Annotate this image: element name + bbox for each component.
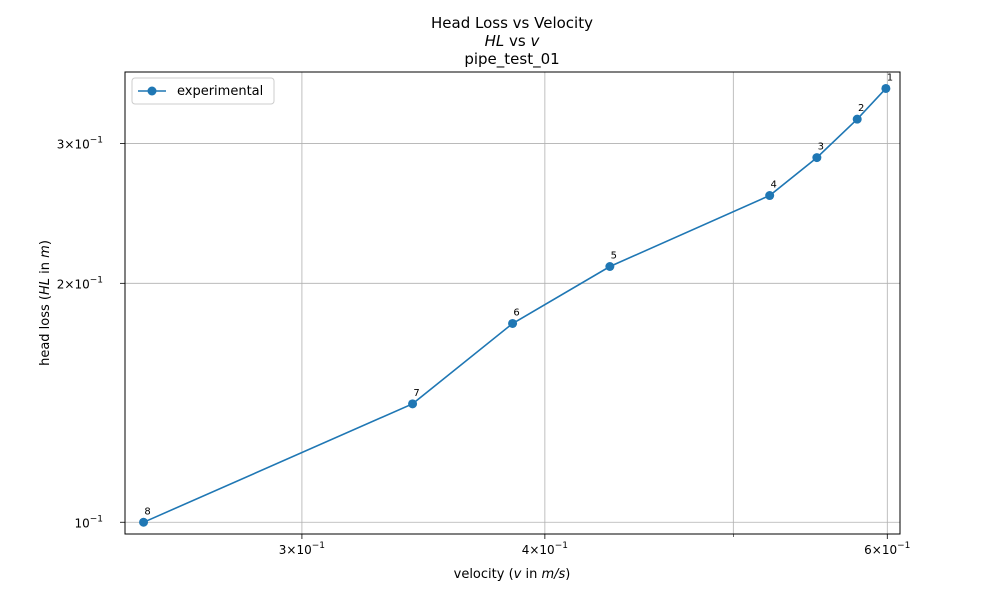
point-label: 7 — [413, 388, 419, 399]
y-tick-label: 2×10−1 — [57, 275, 103, 291]
x-axis-label-part: in — [521, 567, 541, 582]
legend-label: experimental — [177, 84, 263, 99]
y-axis-label: head loss (HL in m) — [38, 240, 53, 366]
point-label: 3 — [818, 142, 824, 153]
chart-subtitle: HL vs v — [485, 32, 541, 50]
x-tick-label-base: 4×10 — [522, 543, 555, 557]
data-point — [408, 399, 418, 409]
data-point — [605, 261, 615, 271]
x-tick-label-base: 3×10 — [279, 543, 312, 557]
x-axis-label-part: m/s — [541, 567, 565, 582]
y-axis-label-part: head loss ( — [38, 295, 53, 366]
legend-marker-swatch — [147, 86, 157, 96]
x-axis-label: velocity (v in m/s) — [454, 567, 571, 582]
legend-box — [131, 77, 275, 105]
x-tick-label-exponent: −1 — [897, 541, 910, 551]
y-tick-label-base: 2×10 — [57, 277, 90, 291]
series-line — [143, 87, 887, 524]
x-axis-label-part: velocity ( — [454, 567, 514, 582]
legend: experimental — [131, 77, 275, 105]
x-tick-label-base: 6×10 — [864, 543, 897, 557]
y-axis-label-part: HL — [38, 278, 53, 295]
y-tick-label-exponent: −1 — [90, 275, 103, 285]
x-tick-label: 3×10−1 — [279, 541, 325, 557]
data-point — [852, 114, 862, 124]
point-label: 2 — [858, 103, 864, 114]
subtitle-part: vs — [504, 32, 530, 50]
x-tick-label-exponent: −1 — [312, 541, 325, 551]
chart-title: Head Loss vs Velocity — [431, 14, 593, 32]
y-axis-label-part: ) — [38, 240, 53, 245]
plot-frame — [124, 71, 901, 535]
subtitle-part: HL — [485, 32, 505, 50]
point-label: 5 — [611, 250, 617, 261]
x-axis-label-part: v — [514, 567, 522, 582]
data-point — [881, 83, 891, 93]
data-point — [765, 191, 775, 201]
point-label: 4 — [770, 180, 776, 191]
y-axis-label-part: m — [38, 245, 53, 258]
y-axis-label-part: in — [38, 258, 53, 278]
x-tick-label: 6×10−1 — [864, 541, 910, 557]
ticks: 3×10−1 4×10−1 6×10−110−12×10−13×10−1 — [57, 136, 911, 557]
x-tick-label-exponent: −1 — [555, 541, 568, 551]
x-tick-label: 4×10−1 — [522, 541, 568, 557]
point-label: 8 — [144, 506, 150, 517]
chart-test-id: pipe_test_01 — [464, 50, 559, 69]
data-point — [508, 318, 518, 328]
subtitle-part: v — [530, 32, 540, 50]
y-tick-label: 3×10−1 — [57, 136, 103, 152]
x-axis-label-part: ) — [565, 567, 570, 582]
series-group: 1 2 3 4 5 6 7 8 — [139, 72, 893, 527]
y-tick-label-base: 3×10 — [57, 138, 90, 152]
data-point — [812, 153, 822, 163]
grid — [125, 72, 900, 534]
point-label: 1 — [887, 72, 893, 83]
y-tick-label-exponent: −1 — [90, 136, 103, 146]
point-label: 6 — [513, 307, 519, 318]
data-point — [139, 517, 149, 527]
y-tick-label-exponent: −1 — [90, 514, 103, 524]
y-tick-label: 10−1 — [74, 514, 103, 530]
y-tick-label-base: 10 — [74, 516, 89, 530]
